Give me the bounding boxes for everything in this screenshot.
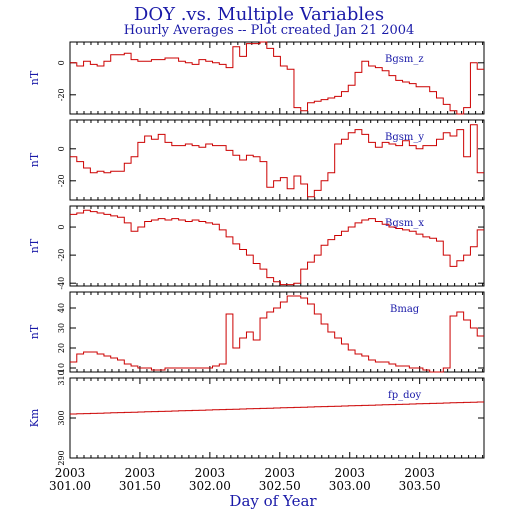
series-line-bgsm-y [70,124,484,198]
y-tick-label: 40 [57,303,66,313]
chart-subtitle: Hourly Averages -- Plot created Jan 21 2… [124,23,415,38]
y-axis-label: Km [28,408,41,427]
panel-bmag: 10 20 30 40 nT Bmag [28,291,485,373]
series-line-bgsm-x [70,209,484,286]
y-tick-label: 0 [57,225,66,230]
x-tick-label-doy: 302.00 [189,479,231,493]
x-tick-label-doy: 301.50 [119,479,161,493]
y-tick-label: -20 [57,249,66,262]
y-tick-label: -20 [57,88,66,101]
panel-label: Bgsm_z [385,54,424,65]
panels-group: 0 -20 nT Bgsm_z 0 -20 nT Bgsm_y 0 -20 -40 nT Bgsm_x 1… [28,41,485,466]
panel-label: Bgsm_x [385,218,424,229]
panel-frame [69,205,485,287]
x-axis-tick-labels: 2003301.002003301.502003302.002003302.50… [49,466,441,493]
panel-label: fp_doy [388,390,422,401]
panel-frame [69,291,485,373]
x-tick-label-year: 2003 [125,466,156,480]
series-line-bmag [70,295,484,373]
panel-bgsm-y: 0 -20 nT Bgsm_y [28,119,485,201]
panel-label: Bmag [390,304,420,315]
y-tick-label: -40 [57,277,66,290]
x-axis-label: Day of Year [229,492,317,510]
y-tick-label: 290 [57,450,66,465]
y-tick-label: 10 [57,363,66,373]
x-tick-label-doy: 302.50 [259,479,301,493]
y-tick-label: 0 [57,146,66,151]
panel-bgsm-z: 0 -20 nT Bgsm_z [28,41,485,115]
x-tick-label-doy: 303.00 [329,479,371,493]
y-axis-label: nT [28,324,41,339]
y-tick-label: -20 [57,174,66,187]
panel-fp-doy: 290 300 310 Km fp_doy [28,370,485,466]
x-tick-label-year: 2003 [55,466,86,480]
panel-frame [69,41,485,115]
panel-frame [69,377,485,459]
series-line-bgsm-z [70,41,484,115]
y-axis-label: nT [28,238,41,253]
y-tick-label: 310 [57,370,66,385]
x-tick-label-year: 2003 [334,466,365,480]
panel-label: Bgsm_y [385,132,424,143]
y-tick-label: 300 [57,410,66,425]
x-tick-label-year: 2003 [265,466,296,480]
x-tick-label-doy: 301.00 [49,479,91,493]
y-axis-label: nT [28,152,41,167]
y-axis-label: nT [28,70,41,85]
y-tick-label: 30 [57,323,66,333]
chart-title: DOY .vs. Multiple Variables [134,4,384,25]
x-tick-label-year: 2003 [404,466,435,480]
series-line-fp-doy [70,401,484,415]
y-tick-label: 0 [57,60,66,65]
panel-frame [69,119,485,201]
panel-bgsm-x: 0 -20 -40 nT Bgsm_x [28,205,485,290]
x-tick-label-doy: 303.50 [399,479,441,493]
x-tick-label-year: 2003 [195,466,226,480]
y-tick-label: 20 [57,343,66,353]
